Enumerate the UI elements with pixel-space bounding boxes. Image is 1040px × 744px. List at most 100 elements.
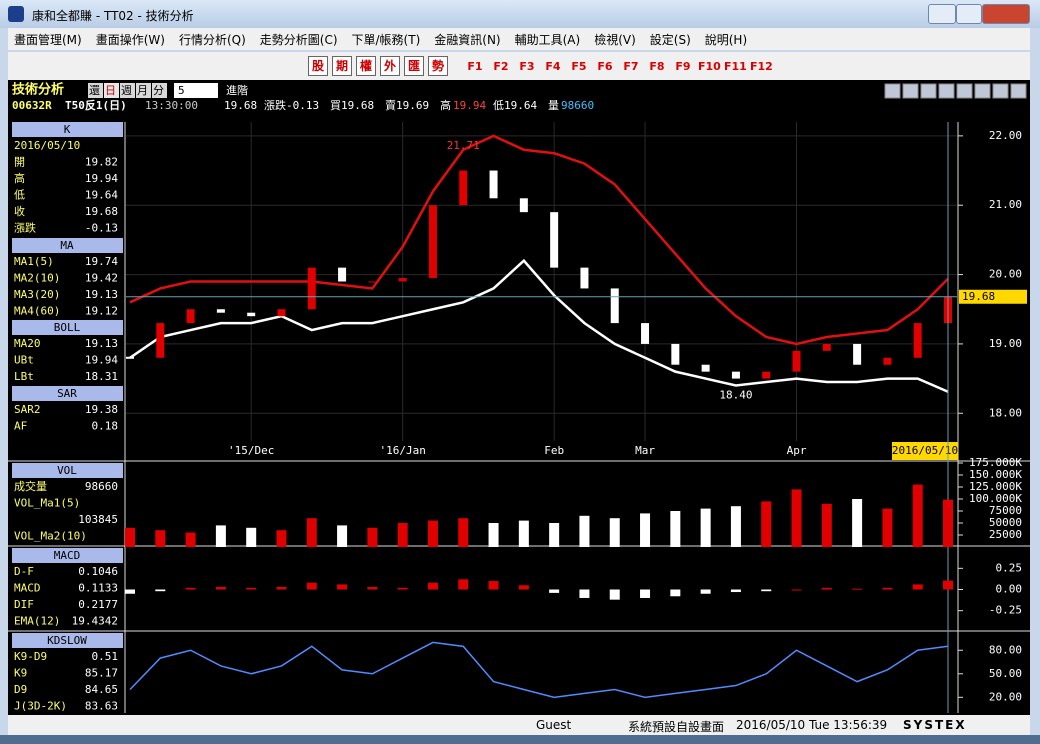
indicator-label: MACD: [14, 582, 41, 595]
menu-item[interactable]: 畫面管理(M): [14, 32, 82, 47]
indicator-label: 收: [14, 204, 25, 218]
annotation: 21.71: [447, 139, 480, 152]
y-tick-label: 80.00: [989, 643, 1022, 656]
toolbar-button[interactable]: 權: [356, 56, 376, 76]
bar: [730, 589, 741, 593]
app-icon: [8, 6, 24, 22]
indicator-label: MA2(10): [14, 272, 60, 285]
tool-icon[interactable]: [902, 83, 919, 99]
maximize-button[interactable]: [956, 4, 982, 24]
bar: [700, 508, 711, 547]
bar: [246, 587, 257, 590]
bar: [518, 585, 529, 590]
indicator-value: 0.2177: [78, 598, 118, 611]
period-button[interactable]: [88, 83, 103, 98]
indicator-value: 0.1046: [78, 565, 118, 578]
bar: [125, 527, 135, 547]
menu-bar: 畫面管理(M) 畫面操作(W) 行情分析(Q) 走勢分析圖(C) 下單/帳務(T) 金融資…: [8, 28, 1030, 50]
function-key[interactable]: F4: [545, 59, 561, 73]
menu-item[interactable]: 畫面操作(W): [95, 32, 165, 47]
upper-band: [129, 134, 949, 346]
toolbar-button[interactable]: 外: [380, 56, 400, 76]
tool-icon[interactable]: [920, 83, 937, 99]
bar: [488, 523, 499, 547]
menu-item[interactable]: 設定(S): [649, 32, 691, 47]
bar: [670, 511, 681, 547]
bar: [549, 589, 560, 593]
indicator-value: 19.94: [85, 354, 118, 367]
candle: [610, 288, 619, 324]
menu-item[interactable]: 說明(H): [704, 32, 748, 47]
bar: [549, 523, 560, 547]
bar: [185, 587, 196, 590]
bar: [912, 584, 923, 590]
datetime: 2016/05/10 Tue 13:56:39: [736, 718, 888, 732]
y-tick-label: 19.00: [989, 337, 1022, 350]
function-key[interactable]: F5: [571, 59, 587, 73]
indicator-label: SAR2: [14, 403, 41, 416]
menu-item[interactable]: 檢視(V): [594, 32, 636, 47]
x-tick-label: '16/Jan: [379, 444, 425, 457]
function-key[interactable]: F9: [675, 59, 691, 73]
indicator-value: 0.51: [92, 650, 119, 663]
y-tick-label: 20.00: [989, 690, 1022, 703]
minimize-button[interactable]: [928, 4, 956, 24]
period-button[interactable]: [104, 83, 119, 98]
menu-item[interactable]: 下單/帳務(T): [351, 32, 421, 47]
bar: [337, 584, 348, 590]
close-button[interactable]: [982, 4, 1030, 24]
menu-item[interactable]: 行情分析(Q): [178, 32, 246, 47]
tool-icon[interactable]: [938, 83, 955, 99]
period-button[interactable]: [136, 83, 151, 98]
function-key[interactable]: F10: [698, 59, 721, 73]
section-title: MACD: [54, 549, 81, 562]
toolbar-button[interactable]: 期: [332, 56, 352, 76]
indicator-value: 19.68: [85, 205, 118, 218]
toolbar-button[interactable]: 匯: [404, 56, 424, 76]
section-header: [12, 548, 123, 563]
quote-price: 19.68: [224, 99, 257, 112]
candle: [822, 343, 831, 351]
tool-icon[interactable]: [974, 83, 991, 99]
indicator-label: VOL_Ma2(10): [14, 530, 87, 543]
function-key[interactable]: F11: [724, 59, 747, 73]
menu-item[interactable]: 走勢分析圖(C): [259, 32, 338, 47]
toolbar: 股期權外匯勢 F1 F2 F3 F4 F5 F6 F7 F8 F9 F10 F11 F12: [8, 52, 1030, 80]
indicator-value: 18.31: [85, 370, 118, 383]
user: Guest: [536, 718, 572, 732]
function-key[interactable]: F6: [597, 59, 613, 73]
period-button[interactable]: [152, 83, 167, 98]
toolbar-button[interactable]: 勢: [428, 56, 448, 76]
tool-icon[interactable]: [956, 83, 973, 99]
function-key[interactable]: F7: [623, 59, 639, 73]
y-tick-label: 25000: [989, 528, 1022, 541]
function-key[interactable]: F3: [519, 59, 535, 73]
indicator-value: 103845: [78, 513, 118, 526]
candle: [277, 309, 286, 317]
indicator-label: DIF: [14, 598, 34, 611]
function-key[interactable]: F1: [467, 59, 483, 73]
period-button[interactable]: [120, 83, 135, 98]
indicator-value: -0.13: [85, 222, 118, 235]
candle: [428, 205, 437, 279]
period-label: 還: [89, 84, 100, 97]
tool-icon[interactable]: [1010, 83, 1027, 99]
annotation: 18.40: [719, 389, 752, 402]
function-key[interactable]: F2: [493, 59, 509, 73]
function-key[interactable]: F8: [649, 59, 665, 73]
indicator-value: 19.12: [85, 305, 118, 318]
tool-icon[interactable]: [992, 83, 1009, 99]
menu-item[interactable]: 輔助工具(A): [514, 32, 581, 47]
lower-band: [129, 258, 949, 393]
bar: [912, 484, 923, 547]
toolbar-button[interactable]: 股: [308, 56, 328, 76]
indicator-value: 19.4342: [72, 615, 118, 628]
function-key[interactable]: F12: [750, 59, 773, 73]
menu-item[interactable]: 金融資訊(N): [434, 32, 501, 47]
indicator-label: UBt: [14, 354, 34, 367]
section-title: KDSLOW: [47, 634, 87, 647]
tool-icon[interactable]: [884, 83, 901, 99]
period-label: 日: [105, 84, 116, 97]
y-tick-label: 50000: [989, 516, 1022, 529]
y-tick-label: 175.000K: [969, 456, 1022, 469]
